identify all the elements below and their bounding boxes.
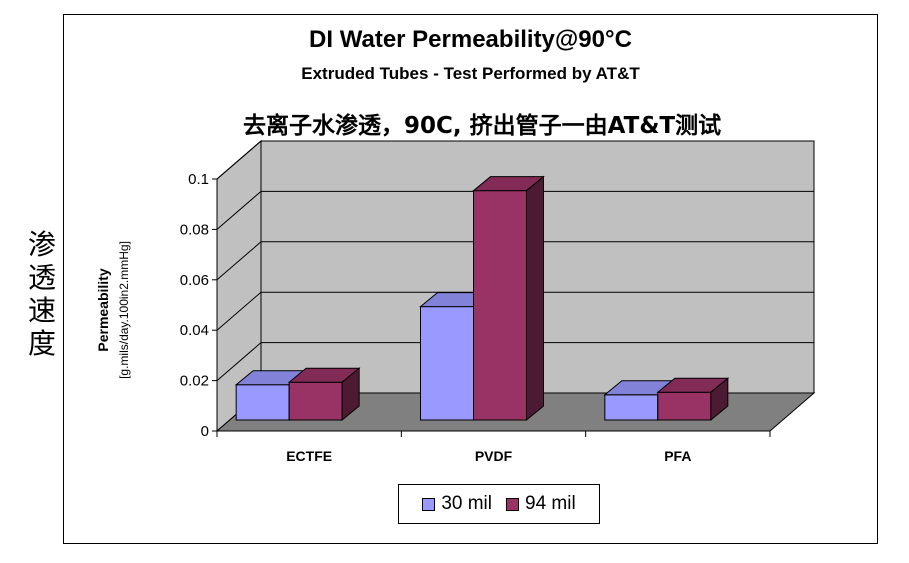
y-axis-units: [g.mils/day.100in2.mmHg] <box>117 241 131 379</box>
y-tick-label: 0.04 <box>180 322 209 339</box>
bar-side <box>526 175 544 422</box>
bar-side <box>341 367 360 422</box>
side-label-char: 度 <box>27 327 56 360</box>
gridline-side <box>216 291 262 331</box>
side-label-char: 渗 <box>27 228 56 261</box>
bar-ectfe-94-mil <box>288 381 343 421</box>
chart-subtitle: Extruded Tubes - Test Performed by AT&T <box>301 64 640 83</box>
y-tick-label: 0.06 <box>180 272 209 289</box>
legend: 30 mil 94 mil <box>398 484 600 524</box>
bar-pvdf-94-mil <box>473 190 527 421</box>
chart-title: DI Water Permeability@90°C <box>309 26 632 53</box>
bar-side <box>710 377 729 422</box>
side-label: 渗 透 速 度 <box>22 228 62 360</box>
gridline-side <box>216 140 262 180</box>
side-label-char: 透 <box>27 261 56 294</box>
bar-ectfe-30-mil <box>235 384 290 421</box>
x-category-label: PVDF <box>475 448 513 464</box>
y-tick-label: 0.1 <box>188 171 209 188</box>
y-tick-label: 0.08 <box>180 221 209 238</box>
x-category-label: ECTFE <box>286 448 332 464</box>
legend-item: 94 mil <box>506 493 576 515</box>
legend-label: 94 mil <box>525 493 576 514</box>
legend-swatch-94-mil <box>506 497 519 511</box>
legend-label: 30 mil <box>441 493 492 514</box>
y-tick-label: 0.02 <box>180 373 209 390</box>
x-category-label: PFA <box>664 448 691 464</box>
bar-pfa-94-mil <box>657 391 712 421</box>
gridline-side <box>216 241 262 281</box>
bar-pfa-30-mil <box>604 394 659 421</box>
legend-item: 30 mil <box>422 493 492 515</box>
legend-swatch-30-mil <box>422 497 436 511</box>
y-axis-title: Permeability <box>95 268 111 351</box>
gridline-side <box>216 191 262 230</box>
bar-pvdf-30-mil <box>420 306 474 421</box>
chart-annotation: 去离子水渗透，90C, 挤出管子一由AT&T测试 <box>243 113 722 139</box>
side-label-char: 速 <box>27 294 56 327</box>
y-tick-label: 0 <box>201 423 209 440</box>
gridline-side <box>216 342 262 381</box>
